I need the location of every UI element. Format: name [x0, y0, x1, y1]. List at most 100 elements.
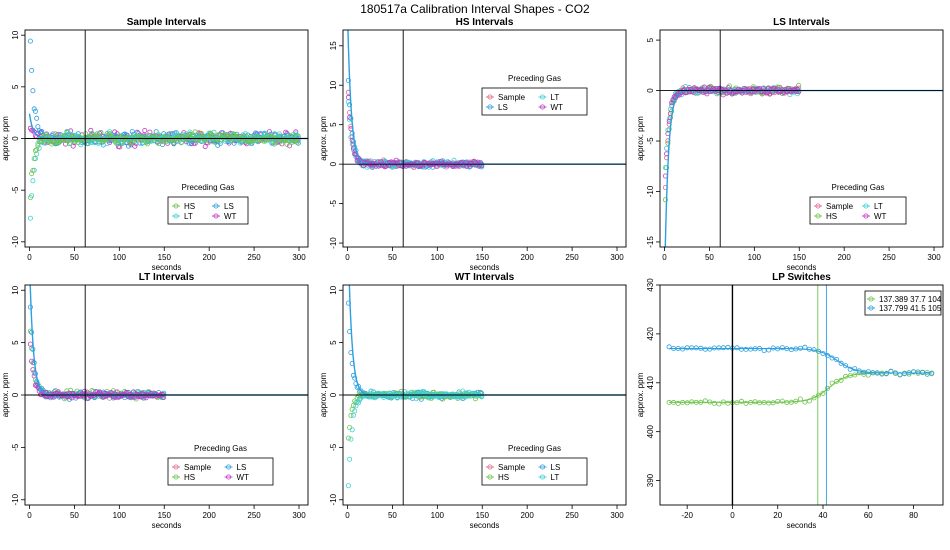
y-axis-label: approx. ppm: [636, 116, 645, 161]
legend-box: [481, 457, 588, 486]
plot-area: [25, 285, 308, 505]
x-tick-label: 200: [520, 511, 534, 520]
data-point-hs: [75, 140, 81, 146]
data-point-wt: [415, 160, 421, 166]
data-point-wt: [114, 389, 120, 395]
data-point-ls: [834, 356, 840, 362]
panel-title: Sample Intervals: [127, 17, 207, 28]
data-point-hs: [290, 132, 296, 138]
y-tick-label: -10: [646, 185, 655, 197]
data-point-wt: [698, 87, 704, 93]
data-point-ls: [153, 129, 159, 135]
data-point-wt: [55, 131, 61, 137]
legend-marker: [868, 296, 874, 302]
data-point-hs: [796, 82, 802, 88]
data-point-ls: [347, 102, 353, 108]
x-tick-label: 150: [158, 253, 172, 262]
y-tick-label: -5: [329, 443, 338, 451]
data-point-wt: [725, 85, 731, 91]
x-tick-label: 100: [113, 253, 127, 262]
figure-title: 180517a Calibration Interval Shapes - CO…: [360, 2, 590, 16]
y-tick-label: 390: [646, 473, 655, 487]
data-point-wt: [762, 89, 768, 95]
data-point-hs: [222, 136, 228, 142]
legend-label: LT: [551, 93, 560, 102]
y-tick-label: 410: [646, 376, 655, 390]
data-point-hs: [51, 140, 57, 146]
data-point-ls: [126, 143, 132, 149]
data-point-ls: [743, 346, 749, 352]
y-tick-label: 5: [329, 340, 338, 345]
data-point-hs: [56, 139, 62, 145]
data-point-hs: [105, 132, 111, 138]
data-point-ls: [129, 129, 135, 135]
legend-marker: [540, 474, 546, 480]
data-point-wt: [418, 162, 424, 168]
data-point-ls: [766, 347, 772, 353]
data-point-hs: [29, 171, 35, 177]
legend-marker: [815, 213, 821, 219]
x-tick-label: 100: [431, 511, 445, 520]
data-point-lt: [355, 400, 361, 406]
data-point-ls: [36, 128, 42, 134]
panel-hs: HS Intervals 0 50 100 150 200 250 300 -10 -5 0 5 10 1…: [319, 17, 627, 272]
data-point-hs: [348, 412, 354, 418]
data-point-lt: [30, 178, 36, 184]
data-point-hs: [31, 156, 37, 162]
x-tick-label: 250: [247, 253, 261, 262]
x-tick-label: 0: [345, 253, 350, 262]
data-point-lt: [187, 129, 193, 135]
x-tick-label: 250: [247, 511, 261, 520]
data-point-hs: [702, 398, 708, 404]
data-point-ls: [34, 115, 40, 121]
data-point-ls: [689, 345, 695, 351]
data-point-hs: [347, 424, 353, 430]
data-point-lt: [456, 393, 462, 399]
data-point-hs: [53, 131, 59, 137]
data-point-ls: [739, 346, 745, 352]
y-tick-label: -10: [329, 237, 338, 249]
data-point-ls: [186, 140, 192, 146]
data-point-hs: [289, 139, 295, 145]
data-point-wt: [788, 89, 794, 95]
plot-area: [25, 30, 308, 247]
legend-label: Sample: [184, 463, 212, 472]
y-axis-label: approx. ppm: [319, 372, 328, 417]
data-point-lt: [664, 145, 670, 151]
data-point-ls: [50, 131, 56, 137]
data-point-ls: [702, 346, 708, 352]
x-tick-label: 0: [345, 511, 350, 520]
y-tick-label: 15: [329, 41, 338, 50]
legend-label: WT: [874, 212, 887, 221]
legend-box: [167, 196, 249, 225]
data-point-wt: [70, 143, 76, 149]
legend-marker: [540, 104, 546, 110]
data-point-wt: [283, 129, 289, 135]
data-point-hs: [100, 138, 106, 144]
y-tick-label: 0: [329, 161, 338, 166]
data-point-ls: [770, 345, 776, 351]
y-tick-label: 10: [329, 80, 338, 89]
fit-curve: [348, 285, 626, 396]
x-tick-label: 200: [202, 511, 216, 520]
x-tick-label: 150: [476, 511, 490, 520]
data-point-hs: [291, 139, 297, 145]
data-point-lt: [350, 412, 356, 418]
x-tick-label: 200: [837, 253, 851, 262]
data-point-hs: [30, 167, 36, 173]
data-point-hs: [190, 132, 196, 138]
legend-title: Preceding Gas: [508, 444, 561, 453]
data-point-lt: [407, 393, 413, 399]
legend-label: WT: [237, 473, 250, 482]
data-point-ls: [797, 345, 803, 351]
panel-title: HS Intervals: [456, 17, 514, 28]
y-tick-label: -5: [11, 443, 20, 451]
data-point-hs: [143, 139, 149, 145]
data-point-wt: [476, 162, 482, 168]
x-tick-label: 0: [27, 511, 32, 520]
x-tick-label: 300: [292, 511, 306, 520]
data-point-lt: [349, 427, 355, 433]
legend-label: Sample: [498, 463, 526, 472]
